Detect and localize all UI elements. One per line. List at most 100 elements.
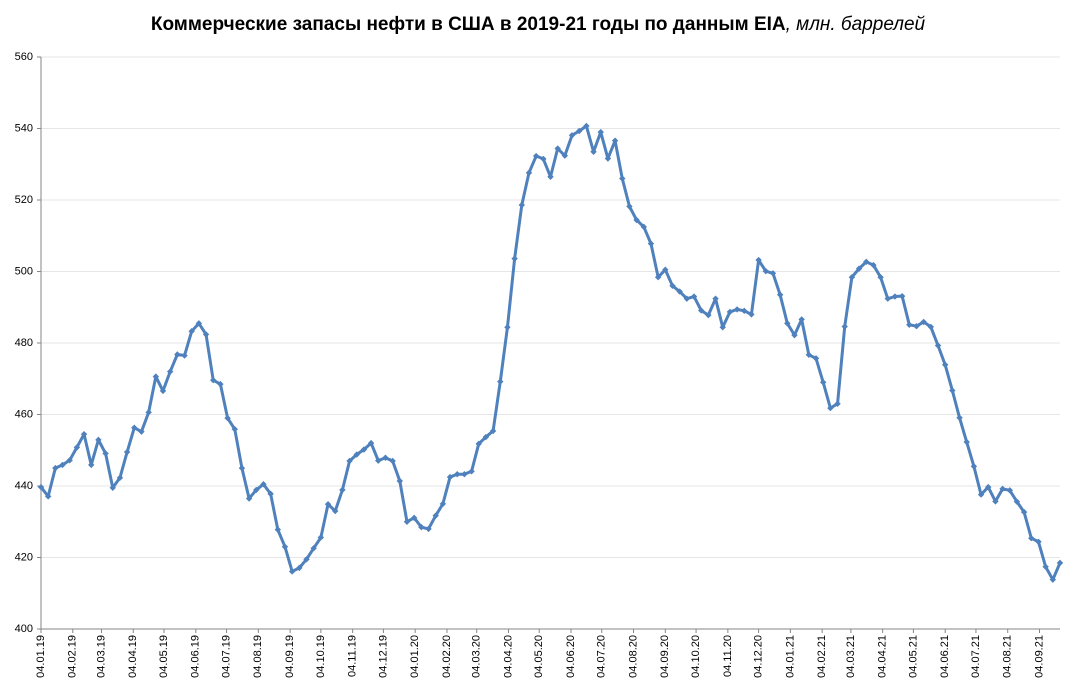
- y-tick-label: 400: [15, 623, 33, 635]
- data-point: [80, 430, 88, 438]
- data-point: [985, 483, 992, 491]
- y-tick-label: 540: [15, 122, 33, 134]
- data-point: [353, 451, 360, 458]
- data-point: [88, 461, 95, 469]
- data-point: [138, 428, 145, 435]
- data-point: [1056, 559, 1064, 567]
- data-point: [891, 293, 899, 300]
- data-point: [454, 471, 461, 478]
- data-point: [812, 355, 820, 362]
- data-point: [174, 351, 181, 358]
- data-point: [482, 433, 490, 441]
- data-point: [145, 409, 152, 416]
- data-point: [669, 282, 676, 289]
- data-point: [805, 351, 813, 358]
- data-point: [999, 485, 1006, 493]
- data-point: [963, 438, 970, 446]
- data-point: [418, 523, 425, 531]
- x-tick-label: 04.02.21: [816, 635, 828, 678]
- data-point: [202, 331, 210, 338]
- data-point: [1049, 576, 1057, 583]
- x-tick-label: 04.01.19: [35, 635, 47, 678]
- x-tick-label: 04.05.20: [533, 635, 545, 678]
- x-tick-label: 04.10.20: [690, 635, 702, 678]
- data-point: [604, 155, 612, 162]
- data-point: [898, 292, 906, 300]
- data-point: [884, 295, 891, 302]
- data-point: [346, 457, 353, 465]
- data-point: [1020, 508, 1028, 516]
- data-point: [396, 477, 404, 485]
- data-point: [288, 568, 296, 575]
- data-point: [217, 380, 224, 388]
- data-point: [303, 556, 310, 563]
- data-point: [518, 201, 525, 209]
- data-point: [296, 564, 303, 572]
- x-tick-label: 04.08.21: [1002, 635, 1014, 678]
- x-tick-label: 04.07.19: [220, 635, 232, 678]
- x-tick-label: 04.09.20: [659, 635, 671, 678]
- data-point: [697, 307, 705, 314]
- data-point: [37, 483, 45, 491]
- data-point: [590, 148, 597, 155]
- data-point: [102, 450, 109, 457]
- data-point: [705, 311, 712, 319]
- data-point: [1028, 534, 1035, 542]
- data-point: [410, 514, 418, 522]
- x-tick-label: 04.02.19: [67, 635, 79, 678]
- data-point: [733, 306, 741, 313]
- data-point: [791, 331, 798, 339]
- x-tick-label: 04.12.19: [377, 635, 389, 678]
- data-point: [504, 324, 511, 331]
- data-line: [39, 124, 1062, 582]
- data-point: [166, 368, 174, 375]
- x-tick-label: 04.10.19: [315, 635, 327, 678]
- data-point: [583, 122, 590, 130]
- data-point: [762, 267, 769, 275]
- data-point: [576, 127, 583, 135]
- data-point: [274, 526, 282, 533]
- data-point: [834, 400, 841, 407]
- data-point: [317, 534, 325, 541]
- data-point: [949, 387, 956, 394]
- data-point: [324, 501, 332, 508]
- data-point: [195, 320, 203, 327]
- x-tick-label: 04.01.20: [409, 635, 421, 678]
- x-tick-label: 04.12.20: [753, 635, 765, 678]
- x-tick-label: 04.09.19: [284, 635, 296, 678]
- data-point: [382, 454, 389, 461]
- data-point: [913, 322, 920, 330]
- data-point: [52, 464, 59, 472]
- data-point: [1035, 538, 1042, 545]
- data-point: [310, 545, 317, 552]
- chart-title-group: Коммерческие запасы нефти в США в 2019-2…: [151, 14, 926, 35]
- x-tick-label: 04.08.20: [627, 635, 639, 678]
- data-point: [332, 507, 339, 515]
- y-tick-label: 440: [15, 480, 33, 492]
- data-point: [855, 265, 863, 272]
- data-point: [489, 427, 497, 435]
- data-point: [475, 440, 482, 448]
- data-point: [461, 471, 468, 478]
- x-tick-label: 04.06.19: [190, 635, 202, 678]
- data-point: [934, 342, 942, 349]
- data-point: [654, 274, 662, 281]
- x-tick-label: 04.03.20: [471, 635, 483, 678]
- data-point: [970, 463, 978, 470]
- data-point: [676, 288, 683, 295]
- data-point: [870, 261, 877, 269]
- data-point: [59, 461, 66, 469]
- data-point: [73, 444, 81, 451]
- data-point: [159, 387, 167, 395]
- data-point: [827, 404, 834, 412]
- data-point: [267, 490, 274, 498]
- data-point: [977, 491, 985, 498]
- data-point: [1006, 487, 1013, 494]
- data-point: [439, 500, 447, 508]
- data-point: [1042, 563, 1049, 570]
- data-point: [611, 137, 619, 144]
- data-point: [927, 323, 935, 331]
- data-point: [848, 274, 856, 281]
- data-point: [468, 468, 475, 475]
